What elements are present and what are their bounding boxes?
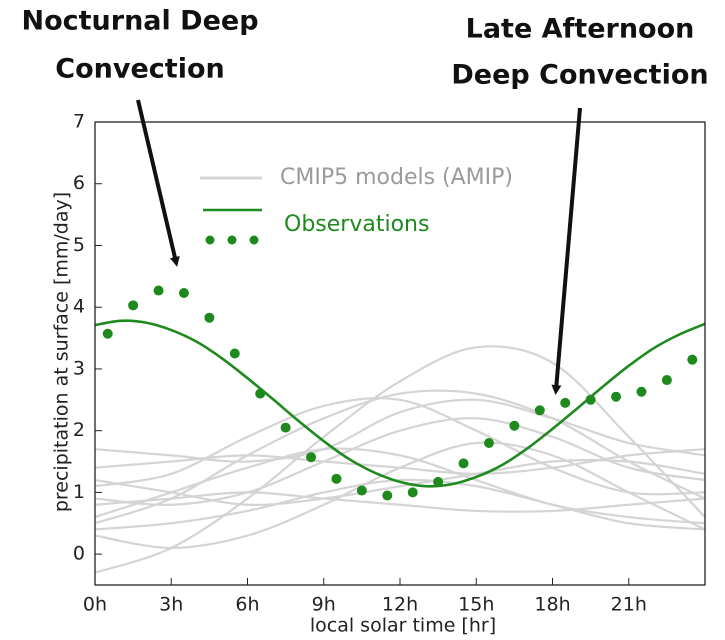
observation-point — [407, 487, 418, 498]
observation-point — [433, 476, 444, 487]
observation-point — [585, 394, 596, 405]
observation-point — [661, 375, 672, 386]
observation-point — [636, 386, 647, 397]
x-tick-label: 0h — [83, 594, 107, 616]
legend-label: CMIP5 models (AMIP) — [280, 165, 513, 190]
x-axis-label: local solar time [hr] — [310, 615, 496, 637]
y-axis-label: precipitation at surface [mm/day] — [51, 192, 73, 512]
plot-area — [95, 285, 705, 574]
observation-point — [102, 328, 113, 339]
y-tick-label: 1 — [73, 481, 85, 503]
x-tick-label: 6h — [235, 594, 259, 616]
observation-point — [534, 405, 545, 416]
x-tick-label: 12h — [382, 594, 418, 616]
y-tick-label: 0 — [73, 543, 85, 565]
y-tick-label: 5 — [73, 234, 85, 256]
legend-swatch — [227, 235, 237, 245]
legend-swatch — [205, 235, 215, 245]
observation-point — [509, 420, 520, 431]
x-tick-label: 15h — [458, 594, 494, 616]
observation-point — [229, 348, 240, 359]
model-line — [95, 397, 705, 496]
y-tick-label: 2 — [73, 419, 85, 441]
model-line — [95, 458, 705, 507]
x-tick-label: 3h — [159, 594, 183, 616]
y-tick-label: 6 — [73, 172, 85, 194]
x-tick-label: 9h — [312, 594, 336, 616]
observation-point — [356, 485, 367, 496]
x-tick-label: 18h — [534, 594, 570, 616]
observation-line — [95, 319, 705, 488]
annotation: Convection — [55, 54, 224, 85]
observation-point — [687, 354, 698, 365]
model-line — [95, 389, 705, 525]
observation-point — [331, 473, 342, 484]
legend-label: Observations — [284, 212, 429, 237]
annotation-arrow — [136, 99, 180, 267]
observation-point — [128, 300, 139, 311]
model-line — [95, 398, 705, 463]
model-line — [95, 447, 705, 525]
model-line — [95, 345, 705, 574]
y-tick-label: 3 — [73, 357, 85, 379]
annotation-arrow — [551, 107, 582, 395]
y-tick-label: 4 — [73, 296, 85, 318]
observation-point — [458, 458, 469, 469]
x-tick-label: 21h — [611, 594, 647, 616]
observation-point — [178, 288, 189, 299]
y-tick-label: 7 — [73, 111, 85, 133]
observation-point — [560, 397, 571, 408]
observation-point — [611, 391, 622, 402]
annotation: Late Afternoon — [466, 14, 695, 45]
annotation: Deep Convection — [451, 60, 708, 91]
observation-point — [153, 285, 164, 296]
model-line — [95, 441, 705, 550]
model-line — [95, 478, 705, 531]
observation-point — [280, 422, 291, 433]
observation-point — [382, 490, 393, 501]
legend-swatch — [249, 235, 259, 245]
observation-point — [483, 438, 494, 449]
observation-point — [255, 388, 266, 399]
observation-point — [204, 312, 215, 323]
annotation: Nocturnal Deep — [21, 6, 258, 37]
observation-point — [306, 452, 317, 463]
